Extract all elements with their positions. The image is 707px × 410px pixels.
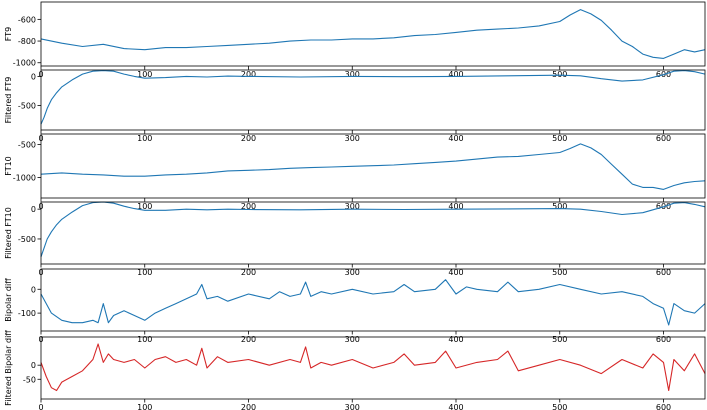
x-tick-label: 300: [345, 70, 360, 79]
y-axis-label-1: FT9: [4, 27, 13, 41]
series-line-4-1: [40, 201, 706, 257]
axes-frame-1: [40, 1, 706, 67]
axes-frame-3: [40, 133, 706, 199]
x-tick-label: 400: [448, 70, 463, 79]
y-tick-label: -800: [18, 37, 36, 46]
x-tick-label: 400: [448, 403, 463, 410]
y-tick-label: -1000: [13, 59, 36, 68]
x-tick-label: 300: [345, 268, 360, 277]
x-tick-label: 400: [448, 202, 463, 211]
y-tick-label: -500: [18, 235, 36, 244]
y-tick-label: 0: [31, 205, 36, 214]
x-tick-label: 300: [345, 403, 360, 410]
series-line-1-1: [40, 9, 706, 59]
axes-frame-2: [40, 69, 706, 131]
x-tick-label: 600: [656, 268, 671, 277]
x-tick-label: 400: [448, 335, 463, 344]
x-tick-label: 400: [448, 268, 463, 277]
x-tick-label: 200: [241, 70, 256, 79]
y-axis-label-3: FT10: [4, 156, 13, 176]
subplot-6: 0 100 200 300 400 500 600 0 -50 Filtered Bipolar …: [4, 330, 706, 410]
x-tick-label: 600: [656, 403, 671, 410]
series-line-6-1: [40, 343, 706, 392]
y-axis-label-6: Filtered Bipolar diff: [4, 330, 13, 406]
y-axis-label-2: Filtered FT9: [4, 77, 13, 124]
x-tick-label: 200: [241, 202, 256, 211]
y-tick-label: -100: [18, 309, 36, 318]
x-tick-label: 100: [137, 403, 152, 410]
x-tick-label: 0: [38, 403, 43, 410]
x-tick-label: 500: [552, 70, 567, 79]
x-tick-label: 600: [656, 335, 671, 344]
x-tick-label: 500: [552, 268, 567, 277]
x-tick-label: 100: [137, 202, 152, 211]
x-tick-label: 400: [448, 134, 463, 143]
x-tick-label: 300: [345, 202, 360, 211]
series-line-5-1: [40, 279, 706, 326]
x-tick-label: 500: [552, 403, 567, 410]
x-tick-label: 500: [552, 202, 567, 211]
y-axis-label-5: Bipolar diff: [4, 278, 13, 322]
axes-frame-6: [40, 336, 706, 400]
y-tick-label: 0: [31, 361, 36, 370]
series-line-2-1: [40, 70, 706, 125]
series-line-3-1: [40, 143, 706, 190]
y-axis-label-4: Filtered FT10: [4, 207, 13, 259]
x-tick-label: 100: [137, 134, 152, 143]
x-tick-label: 500: [552, 134, 567, 143]
x-tick-label: 100: [137, 268, 152, 277]
x-tick-label: 500: [552, 335, 567, 344]
x-tick-label: 200: [241, 335, 256, 344]
axes-frame-5: [40, 268, 706, 332]
y-tick-label: -500: [18, 141, 36, 150]
y-tick-label: 0: [31, 285, 36, 294]
x-tick-label: 200: [241, 403, 256, 410]
x-tick-label: 300: [345, 134, 360, 143]
x-tick-label: 300: [345, 335, 360, 344]
x-tick-label: 100: [137, 70, 152, 79]
y-tick-label: -1000: [13, 174, 36, 183]
y-tick-label: 0: [31, 72, 36, 81]
x-tick-label: 100: [137, 335, 152, 344]
y-tick-label: -600: [18, 15, 36, 24]
y-tick-label: -50: [23, 375, 36, 384]
x-tick-label: 600: [656, 134, 671, 143]
y-tick-label: -500: [18, 102, 36, 111]
x-tick-label: 200: [241, 134, 256, 143]
axes-frame-4: [40, 201, 706, 265]
x-tick-label: 200: [241, 268, 256, 277]
